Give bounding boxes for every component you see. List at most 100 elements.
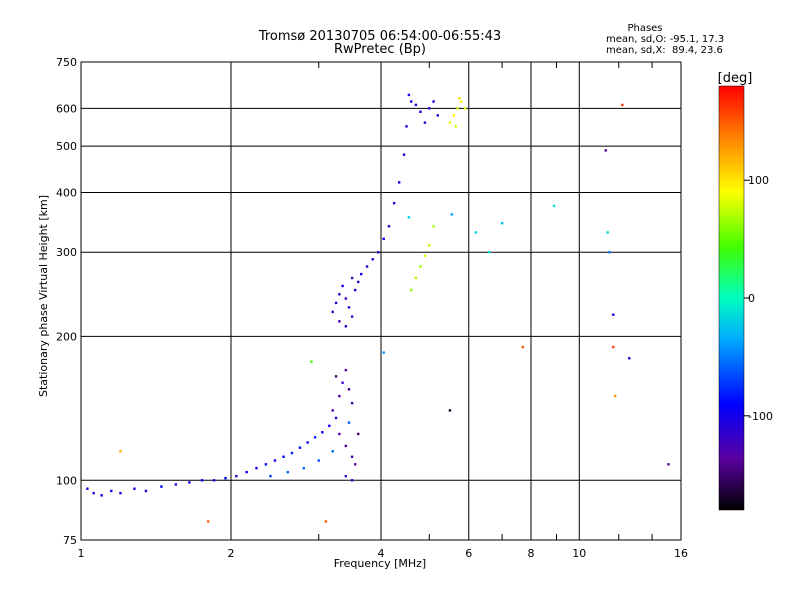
data-point [432, 225, 435, 228]
data-point [92, 491, 95, 495]
data-point [613, 394, 617, 398]
data-point [419, 110, 422, 114]
data-point [298, 446, 302, 449]
data-point [235, 474, 238, 478]
data-point [255, 466, 258, 470]
data-point [344, 474, 348, 478]
data-point [350, 455, 354, 458]
data-point [458, 96, 461, 100]
data-point [402, 153, 406, 156]
data-point [86, 487, 89, 490]
data-point [347, 388, 351, 391]
data-point [338, 432, 341, 436]
data-point [448, 121, 452, 124]
data-point [334, 301, 338, 305]
data-point [334, 375, 338, 378]
data-point [269, 474, 272, 478]
data-point [324, 520, 328, 523]
y-tick-label: 500 [56, 140, 77, 153]
data-point [410, 100, 413, 103]
colorbar-tick-label: -100 [748, 410, 773, 423]
data-point [100, 494, 103, 497]
data-point [353, 463, 357, 466]
data-point [521, 345, 524, 349]
y-tick-label: 300 [56, 246, 77, 259]
data-point [331, 450, 334, 453]
y-tick-label: 75 [63, 534, 77, 547]
data-point [382, 351, 385, 354]
data-point [356, 432, 360, 436]
data-point [306, 441, 309, 444]
data-point [450, 213, 454, 216]
y-tick-label: 600 [56, 102, 77, 115]
grid [81, 62, 681, 540]
data-point [347, 421, 351, 424]
data-point [350, 401, 354, 405]
data-point [621, 103, 624, 107]
data-point [282, 455, 285, 458]
data-point [474, 231, 478, 234]
y-tick-label: 200 [56, 330, 77, 343]
data-point [500, 222, 504, 225]
data-point [436, 114, 439, 117]
data-point [350, 315, 354, 318]
data-point [414, 103, 418, 107]
data-point [410, 288, 413, 292]
data-point [382, 237, 385, 241]
data-point [454, 125, 457, 128]
data-point [344, 368, 348, 372]
data-point [313, 436, 317, 439]
x-axis-label: Frequency [MHz] [334, 557, 426, 570]
colorbar-label: [deg] [718, 71, 753, 86]
data-point [612, 345, 615, 349]
data-point [160, 485, 163, 488]
colorbar [718, 85, 745, 511]
data-point [188, 481, 191, 484]
data-point [338, 394, 341, 398]
x-tick-label: 16 [674, 547, 688, 560]
data-point [397, 181, 401, 184]
data-point [212, 479, 216, 482]
data-point [432, 100, 435, 103]
data-point [317, 459, 320, 462]
data-point [110, 489, 113, 493]
data-point [604, 149, 607, 152]
data-point [371, 258, 374, 261]
data-point [338, 293, 341, 296]
x-tick-label: 8 [528, 547, 535, 560]
data-point [392, 201, 396, 205]
x-tick-label: 4 [378, 547, 385, 560]
y-tick-label: 750 [56, 56, 77, 69]
data-point [350, 276, 354, 280]
data-point [321, 431, 324, 434]
data-point [264, 463, 268, 466]
data-point [350, 479, 354, 482]
data-point [365, 265, 369, 268]
data-point [344, 297, 348, 300]
data-point [224, 477, 227, 480]
data-point [552, 204, 556, 208]
data-point [667, 463, 670, 466]
data-point [419, 265, 422, 268]
data-point [452, 114, 456, 117]
data-point [356, 280, 360, 284]
chart-subtitle: RwPretec (Bp) [334, 42, 426, 57]
data-point [606, 231, 609, 234]
data-point [414, 276, 418, 280]
data-point [377, 251, 380, 254]
phases-x-stats: mean, sd,X: 89.4, 23.6 [606, 45, 723, 56]
colorbar-tick-label: 100 [748, 174, 769, 187]
data-point [407, 93, 411, 97]
data-point [359, 272, 363, 276]
data-point [448, 409, 452, 412]
data-point [245, 470, 248, 474]
y-axis-label: Stationary phase Virtual Height [km] [37, 195, 50, 397]
data-point [628, 357, 631, 360]
data-point [286, 470, 289, 474]
data-point [328, 424, 331, 428]
colorbar-ticks: 100 0 -100 [744, 174, 773, 423]
data-point [428, 244, 431, 247]
data-point [144, 489, 148, 493]
data-point [353, 288, 357, 292]
